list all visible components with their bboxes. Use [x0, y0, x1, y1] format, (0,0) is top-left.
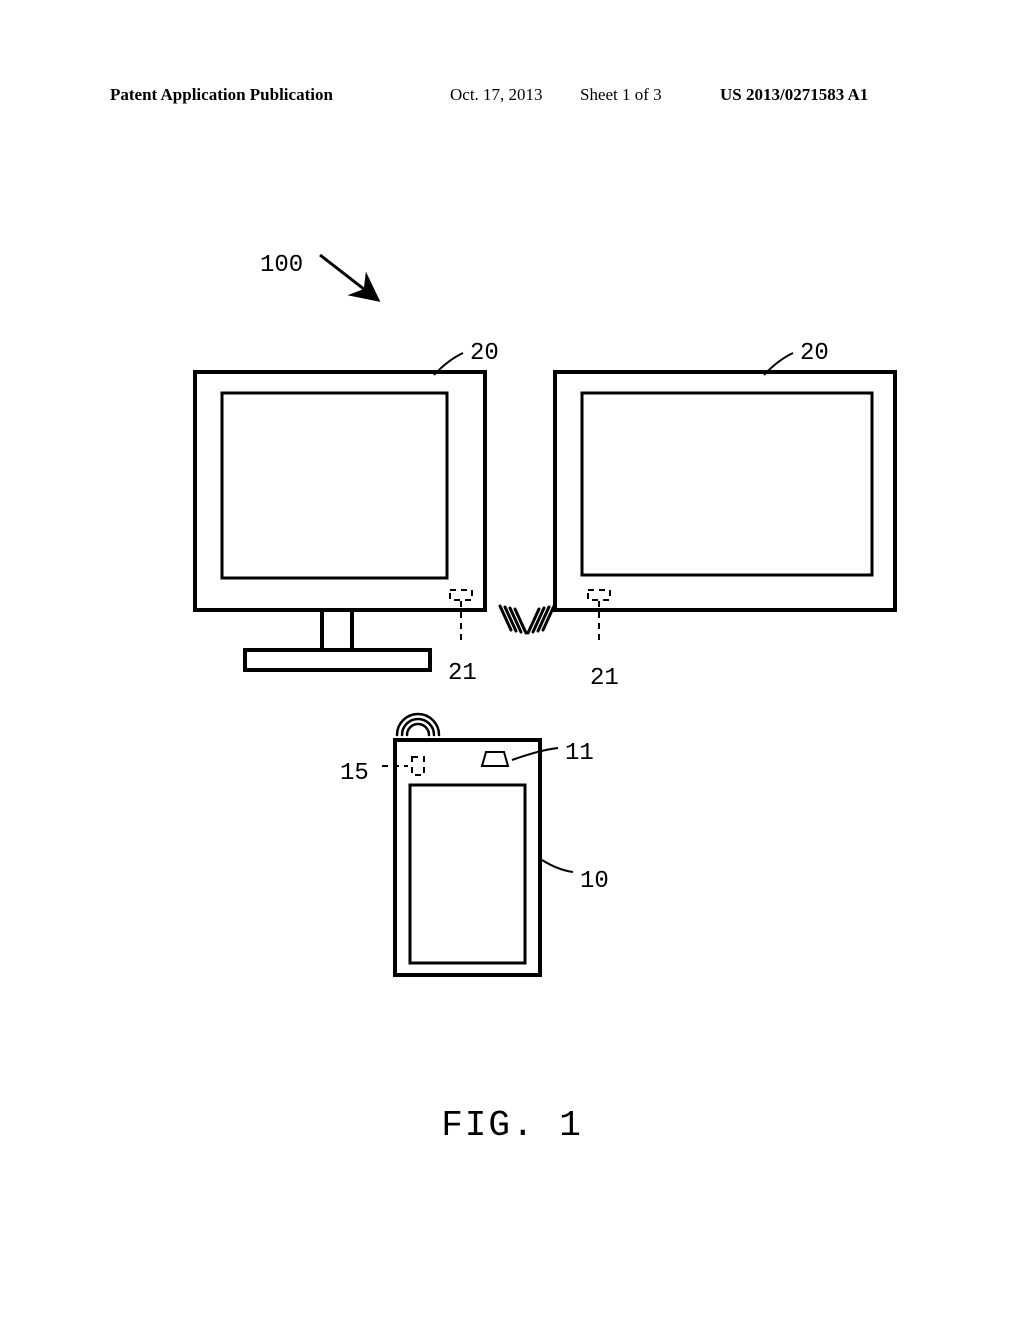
ref-monitor-left: 20: [470, 340, 499, 367]
ref-phone-top-left: 15: [340, 760, 369, 787]
ref-system: 100: [260, 252, 303, 279]
ref-sensor-right: 21: [590, 665, 619, 692]
ref-phone: 10: [580, 868, 609, 895]
figure-caption: FIG. 1: [0, 1105, 1024, 1146]
patent-page: Patent Application Publication Oct. 17, …: [0, 0, 1024, 1320]
ref-sensor-left: 21: [448, 660, 477, 687]
ref-phone-top-right: 11: [565, 740, 594, 767]
ref-monitor-right: 20: [800, 340, 829, 367]
